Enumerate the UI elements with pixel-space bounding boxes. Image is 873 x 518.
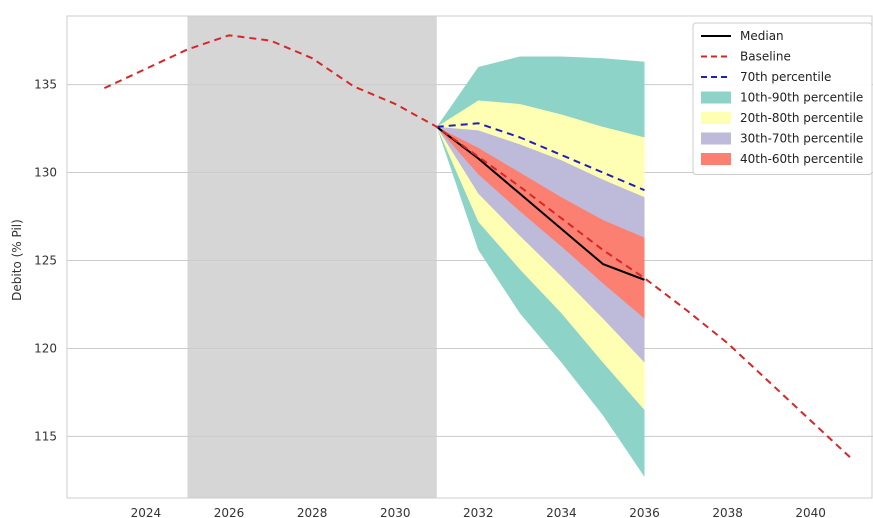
y-tick-label-130: 130 bbox=[34, 166, 57, 180]
series-lines bbox=[103, 34, 853, 461]
legend-swatch-30th-70th-percentile bbox=[701, 132, 731, 145]
legend-label-20th-80th-percentile: 20th-80th percentile bbox=[740, 111, 863, 125]
legend-box bbox=[692, 22, 873, 175]
legend-label-30th-70th-percentile: 30th-70th percentile bbox=[740, 132, 863, 146]
x-tick-label-2030: 2030 bbox=[380, 506, 411, 518]
shaded-period-layer bbox=[187, 16, 437, 498]
x-tick-label-2026: 2026 bbox=[214, 506, 245, 518]
legend: Median Baseline 70th percentile 10th-90th p… bbox=[692, 22, 873, 175]
plot-frame bbox=[66, 15, 873, 499]
x-tick-labels: 2024 2026 2028 2030 2032 2034 2036 2038 2040 bbox=[131, 506, 826, 518]
legend-swatch-40th-60th-percentile bbox=[701, 153, 731, 165]
y-tick-label-135: 135 bbox=[34, 78, 57, 92]
legend-swatch-10th-90th-percentile bbox=[701, 91, 731, 104]
x-tick-label-2024: 2024 bbox=[131, 506, 162, 518]
y-tick-label-125: 125 bbox=[34, 254, 57, 268]
legend-label-10th-90th-percentile: 10th-90th percentile bbox=[740, 91, 863, 105]
y-tick-label-115: 115 bbox=[34, 429, 57, 443]
shaded-period bbox=[187, 16, 437, 498]
band-40th-60th-percentile bbox=[436, 126, 645, 319]
x-tick-label-2040: 2040 bbox=[795, 506, 826, 518]
series-line-median bbox=[436, 126, 645, 281]
y-tick-label-120: 120 bbox=[34, 341, 57, 355]
x-tick-label-2028: 2028 bbox=[297, 506, 328, 518]
legend-label-baseline: Baseline bbox=[740, 50, 791, 64]
legend-label-40th-60th-percentile: 40th-60th percentile bbox=[740, 152, 863, 166]
legend-label-median: Median bbox=[740, 29, 784, 43]
y-axis-label: Debito (% Pil) bbox=[10, 219, 24, 301]
series-line-70th-percentile bbox=[436, 122, 645, 192]
y-tick-labels: 115 120 125 130 135 bbox=[34, 78, 57, 444]
percentile-bands bbox=[436, 56, 645, 477]
legend-swatch-20th-80th-percentile bbox=[701, 112, 731, 124]
x-tick-label-2038: 2038 bbox=[712, 506, 743, 518]
legend-label-70th-percentile: 70th percentile bbox=[740, 70, 831, 84]
plot-border bbox=[66, 15, 873, 499]
x-tick-label-2036: 2036 bbox=[629, 506, 660, 518]
x-tick-label-2034: 2034 bbox=[546, 506, 577, 518]
x-tick-label-2032: 2032 bbox=[463, 506, 494, 518]
band-30th-70th-percentile bbox=[436, 126, 645, 363]
series-line-baseline bbox=[103, 34, 853, 461]
